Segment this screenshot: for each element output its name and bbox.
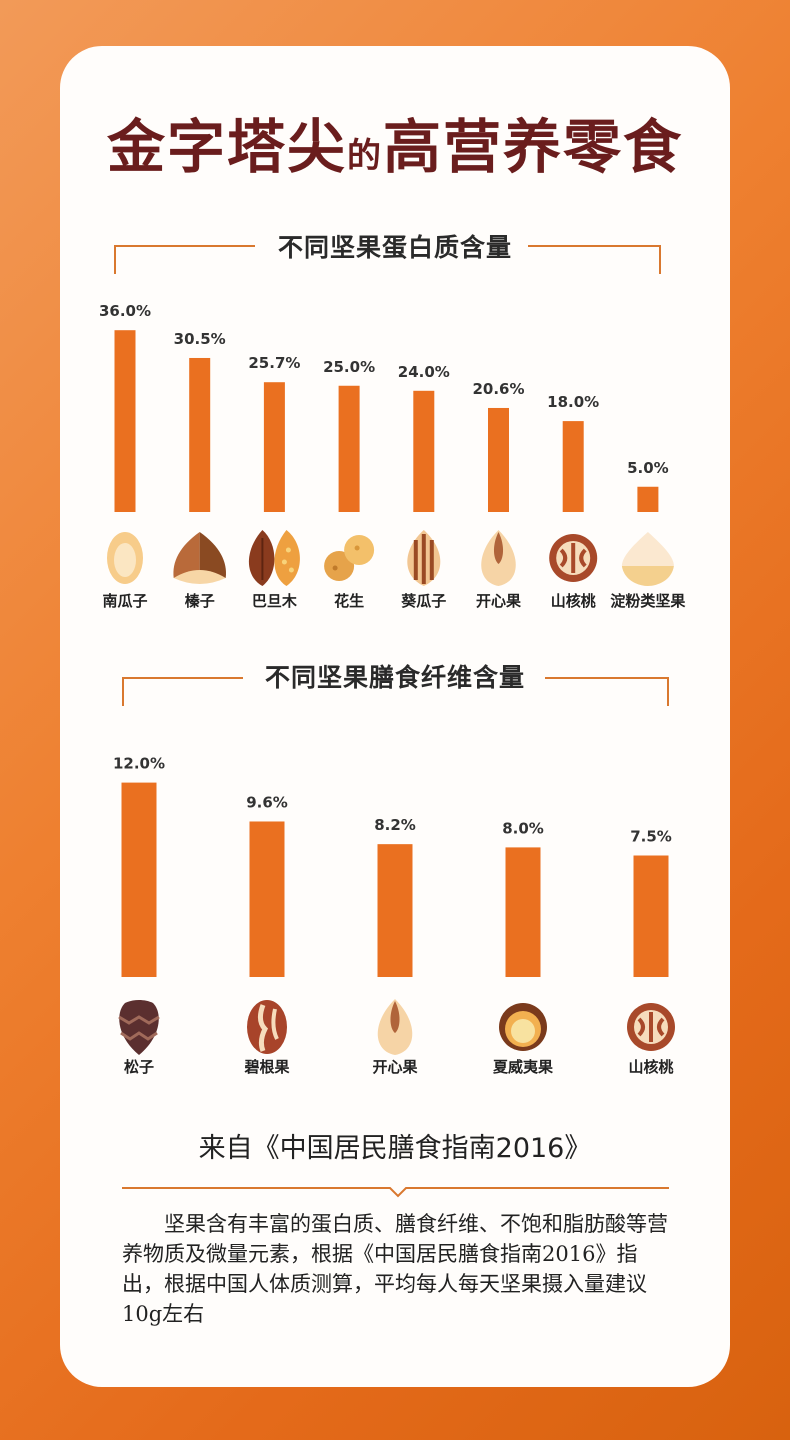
fiber-bracket-left bbox=[122, 677, 243, 706]
bar-夏威夷果 bbox=[505, 847, 541, 977]
category-label: 碧根果 bbox=[243, 1058, 290, 1076]
bar-开心果 bbox=[377, 844, 413, 977]
description-text: 坚果含有丰富的蛋白质、膳食纤维、不饱和脂肪酸等营养物质及微量元素，根据《中国居民… bbox=[122, 1212, 668, 1326]
value-label: 18.0% bbox=[547, 393, 599, 411]
value-label: 8.0% bbox=[502, 819, 544, 837]
category-label: 山核桃 bbox=[551, 592, 596, 610]
pistachio-icon bbox=[481, 530, 516, 586]
value-label: 25.7% bbox=[248, 354, 300, 372]
peanut-icon bbox=[324, 535, 375, 581]
protein-chart-title: 不同坚果蛋白质含量 bbox=[277, 233, 512, 262]
category-label: 花生 bbox=[334, 592, 364, 610]
bar-松子 bbox=[121, 782, 157, 977]
source-divider bbox=[122, 1187, 669, 1198]
pistachio-icon bbox=[377, 999, 413, 1055]
protein-bracket-right bbox=[528, 245, 661, 274]
fiber-bracket-right bbox=[545, 677, 669, 706]
value-label: 8.2% bbox=[374, 816, 416, 834]
source-text: 来自《中国居民膳食指南2016》 bbox=[198, 1133, 592, 1164]
bar-葵瓜子 bbox=[413, 390, 435, 512]
fiber-chart-title: 不同坚果膳食纤维含量 bbox=[264, 663, 525, 692]
category-label: 榛子 bbox=[185, 592, 215, 610]
walnut-icon bbox=[549, 534, 598, 582]
content-card bbox=[60, 46, 730, 1387]
value-label: 36.0% bbox=[99, 302, 151, 320]
category-label: 松子 bbox=[124, 1058, 154, 1076]
bar-开心果 bbox=[488, 407, 509, 512]
value-label: 30.5% bbox=[174, 330, 226, 348]
category-label: 开心果 bbox=[372, 1058, 418, 1076]
protein-bracket-left bbox=[114, 245, 255, 274]
bar-山核桃 bbox=[633, 855, 669, 977]
pecan-icon bbox=[247, 1000, 287, 1054]
value-label: 7.5% bbox=[630, 828, 672, 846]
almond-icon bbox=[248, 530, 300, 586]
page-title: 金字塔尖的高营养零食 bbox=[106, 113, 684, 181]
bar-榛子 bbox=[189, 357, 211, 512]
macadamia-icon bbox=[499, 1003, 547, 1051]
pumpkin-seed-icon bbox=[107, 532, 143, 584]
category-label: 淀粉类坚果 bbox=[610, 592, 686, 610]
bar-碧根果 bbox=[249, 821, 285, 977]
walnut-icon bbox=[627, 1003, 675, 1051]
bar-南瓜子 bbox=[114, 330, 136, 512]
bar-山核桃 bbox=[562, 421, 584, 512]
value-label: 20.6% bbox=[472, 380, 524, 398]
value-label: 24.0% bbox=[398, 363, 450, 381]
category-label: 开心果 bbox=[476, 592, 522, 610]
value-label: 5.0% bbox=[627, 459, 669, 477]
bar-花生 bbox=[338, 385, 360, 512]
sunflower-seed-icon bbox=[407, 530, 441, 586]
category-label: 南瓜子 bbox=[102, 592, 147, 610]
fiber-chart: 12.0% 松子 9.6% 碧根果 8.2% 开心果 8.0% 夏威夷果 7.5% 山核桃 bbox=[113, 755, 675, 1076]
chestnut-icon bbox=[621, 532, 674, 586]
category-label: 葵瓜子 bbox=[401, 592, 446, 610]
value-label: 12.0% bbox=[113, 755, 165, 773]
hazelnut-icon bbox=[173, 532, 226, 584]
category-label: 夏威夷果 bbox=[492, 1058, 554, 1076]
value-label: 9.6% bbox=[246, 793, 288, 811]
category-label: 巴旦木 bbox=[252, 592, 298, 610]
value-label: 25.0% bbox=[323, 358, 375, 376]
bar-巴旦木 bbox=[263, 382, 285, 512]
pine-nut-icon bbox=[118, 1000, 160, 1055]
bar-淀粉类坚果 bbox=[637, 486, 659, 512]
category-label: 山核桃 bbox=[628, 1058, 673, 1076]
protein-chart: 36.0% 南瓜子 30.5% 榛子 25.7% 巴旦木 25.0% 花生 24.0% 葵瓜子 20… bbox=[99, 302, 686, 610]
